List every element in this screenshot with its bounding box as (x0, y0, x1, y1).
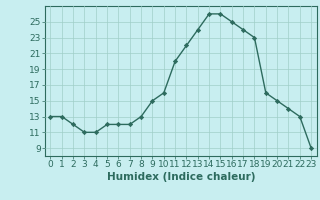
X-axis label: Humidex (Indice chaleur): Humidex (Indice chaleur) (107, 172, 255, 182)
